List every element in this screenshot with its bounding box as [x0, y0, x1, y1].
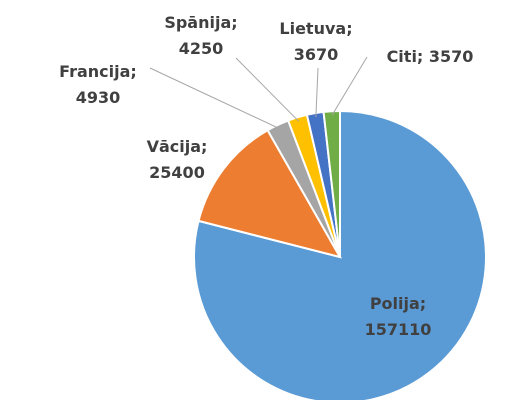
- pie-slice: [322, 109, 341, 258]
- leader-line: [149, 67, 280, 130]
- data-label: Polija; 157110: [364, 294, 432, 339]
- data-label: Spānija; 4250: [164, 13, 238, 58]
- data-label: Vācija; 25400: [146, 137, 208, 182]
- pie-slice: [197, 128, 343, 259]
- leader-line: [235, 57, 299, 122]
- leader-line: [315, 67, 319, 118]
- leader-line: [331, 56, 368, 116]
- data-label: Francija; 4930: [59, 62, 137, 107]
- data-label: Citi; 3570: [386, 47, 474, 66]
- data-label: Lietuva; 3670: [279, 19, 353, 64]
